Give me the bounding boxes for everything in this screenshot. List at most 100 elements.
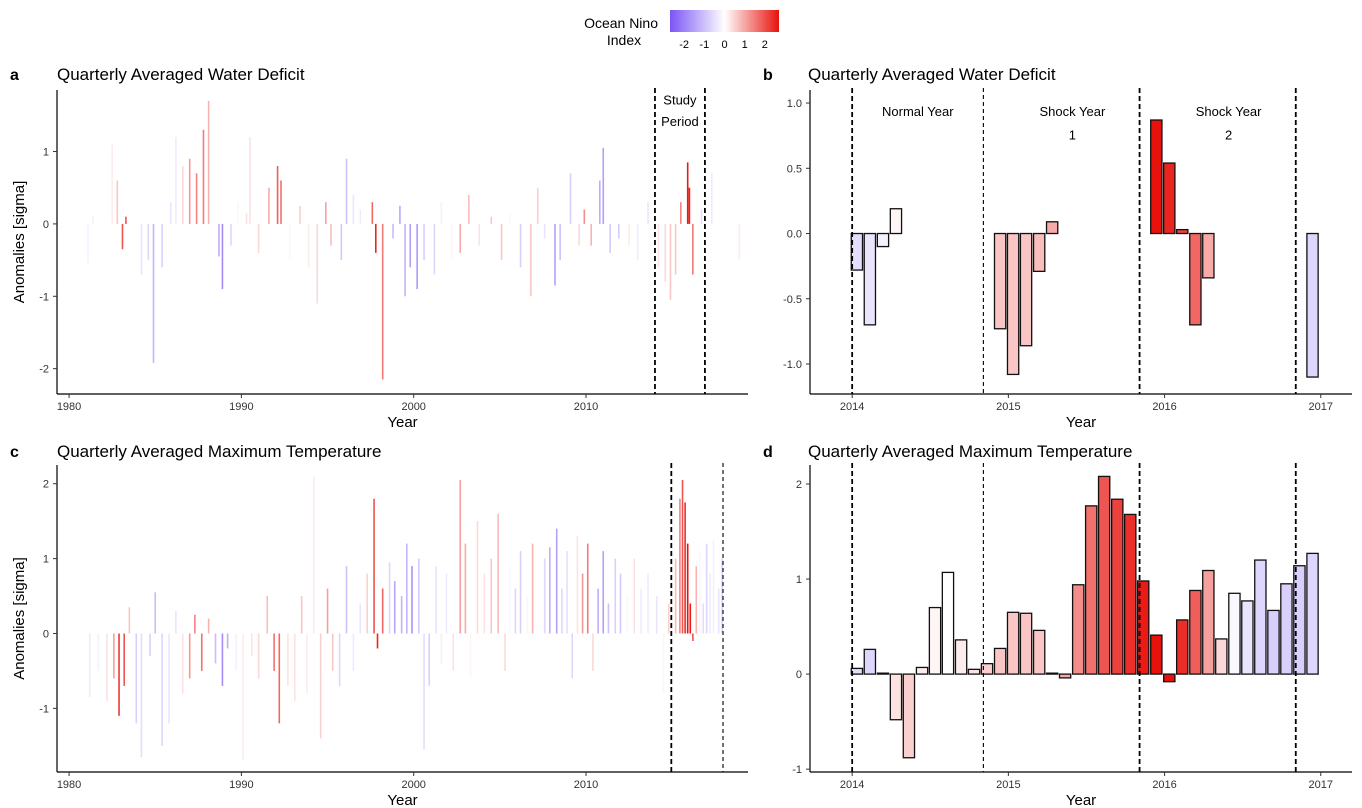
bar (87, 223, 89, 264)
bar (738, 223, 741, 261)
bar (161, 633, 163, 746)
bar (194, 614, 196, 634)
bar (863, 648, 877, 675)
bar (116, 180, 119, 224)
bar (1306, 552, 1319, 675)
bar (359, 209, 362, 224)
bar (325, 202, 327, 224)
y-tick-label: 0 (796, 669, 802, 681)
bar (435, 566, 437, 634)
bar (268, 187, 270, 224)
bar (88, 633, 91, 698)
bar (536, 187, 539, 224)
legend-title-line1: Ocean Nino (584, 15, 658, 31)
panel-title: Quarterly Averaged Water Deficit (57, 65, 305, 84)
bar (409, 223, 412, 268)
bar (543, 223, 546, 239)
bar (152, 223, 155, 363)
bar (476, 521, 479, 634)
bar (876, 232, 890, 248)
bar (531, 543, 534, 634)
bar (221, 223, 224, 290)
bar (636, 223, 639, 261)
bar (1202, 569, 1215, 675)
bar (602, 147, 605, 224)
bar (626, 596, 629, 634)
bar (1045, 672, 1059, 675)
bar (1175, 228, 1189, 235)
x-tick-label: 2014 (840, 779, 864, 791)
bars (88, 476, 723, 761)
bar (1280, 583, 1293, 675)
bar (406, 543, 408, 634)
bar (702, 603, 704, 634)
bar (237, 202, 239, 224)
bar (249, 137, 251, 224)
bar (118, 633, 120, 716)
bar (1045, 221, 1059, 235)
annotation: Normal Year (882, 104, 954, 119)
bar (850, 667, 864, 675)
bar (433, 223, 436, 275)
bar (497, 513, 499, 634)
bar (181, 166, 184, 224)
bar (688, 187, 691, 224)
bar (928, 606, 942, 675)
y-tick-label: 1 (796, 574, 802, 586)
bar (214, 633, 217, 664)
x-tick-label: 2015 (996, 779, 1020, 791)
bar (500, 223, 503, 261)
y-tick-label: -2 (39, 364, 49, 376)
legend-tick-label: -1 (699, 39, 709, 51)
bar (709, 573, 711, 634)
bar (712, 539, 715, 634)
bar (345, 566, 348, 634)
bar (889, 208, 903, 235)
bar (1189, 232, 1202, 326)
y-tick-label: -1 (792, 764, 802, 776)
y-tick-label: 2 (796, 479, 802, 491)
bar (679, 498, 681, 634)
bar (147, 223, 150, 261)
y-axis-label: Anomalies [sigma] (11, 181, 28, 304)
x-tick-label: 1980 (57, 401, 81, 413)
bar (423, 223, 425, 261)
bar (1241, 600, 1254, 675)
x-tick-label: 2017 (1309, 779, 1333, 791)
bar (1019, 612, 1033, 675)
bar (352, 633, 355, 671)
bar (366, 573, 368, 634)
bar (1163, 162, 1176, 235)
bar (655, 596, 658, 634)
bar (392, 223, 394, 239)
bar (452, 633, 455, 671)
bar (135, 633, 138, 724)
bar (1150, 119, 1163, 235)
bar (609, 223, 611, 253)
annotation: 2 (1225, 128, 1232, 143)
bar (555, 528, 558, 634)
bar (300, 596, 303, 634)
bar (188, 158, 191, 224)
bar (578, 223, 580, 246)
bar (581, 573, 584, 634)
bar (1111, 498, 1124, 675)
bar (202, 129, 205, 224)
bar (125, 216, 127, 224)
y-tick-label: 2 (43, 479, 49, 491)
bar (1071, 584, 1085, 675)
bar (980, 663, 994, 675)
bar (569, 173, 572, 224)
bar (669, 223, 672, 300)
bar (954, 639, 968, 675)
bar (1175, 619, 1189, 675)
legend-tick-label: -2 (679, 39, 689, 51)
y-tick-label: 1 (43, 554, 49, 566)
bar (692, 223, 694, 275)
bar (519, 223, 522, 268)
x-axis-label: Year (387, 792, 417, 808)
bar (586, 543, 589, 634)
bar (111, 144, 113, 224)
x-tick-label: 2016 (1152, 401, 1176, 413)
x-tick-label: 2010 (574, 401, 598, 413)
